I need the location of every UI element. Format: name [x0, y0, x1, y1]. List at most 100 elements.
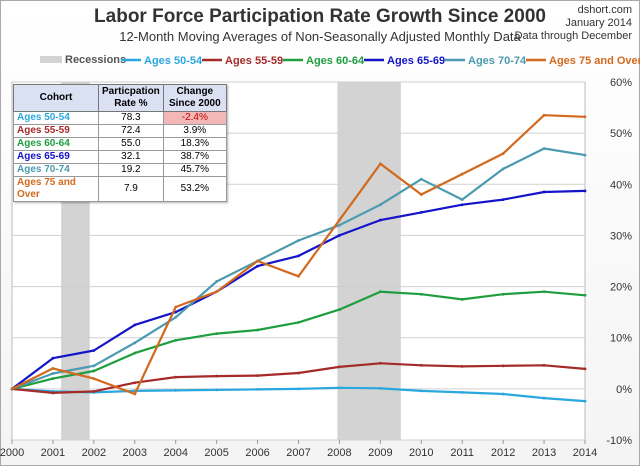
x-tick-label: 2004 — [163, 447, 187, 459]
data-point — [174, 375, 178, 379]
table-cell-cohort: Ages 60-64 — [13, 137, 99, 151]
x-tick-label: 2007 — [286, 447, 310, 459]
x-tick-label: 2008 — [327, 447, 351, 459]
data-point — [174, 388, 178, 392]
data-point — [297, 387, 300, 391]
data-point — [10, 387, 14, 391]
data-point — [501, 392, 505, 396]
data-point — [583, 293, 587, 297]
y-tick-label: 20% — [610, 282, 632, 294]
data-point — [338, 218, 341, 222]
data-point — [51, 367, 55, 370]
data-point — [501, 292, 505, 296]
data-point — [583, 153, 587, 157]
source-site: dshort.com — [577, 4, 632, 16]
data-point — [501, 167, 505, 171]
table-header-cohort: Cohort — [13, 84, 99, 112]
data-point — [92, 377, 96, 381]
table-cell-cohort: Ages 65-69 — [13, 150, 99, 164]
table-row: Ages 70-74 19.2 45.7% — [13, 163, 227, 177]
data-point — [256, 264, 259, 268]
table-cell-rate: 55.0 — [98, 137, 164, 151]
data-point — [542, 113, 546, 117]
data-point — [51, 377, 55, 381]
table-cell-cohort: Ages 75 and Over — [13, 176, 99, 202]
source-date: January 2014 — [565, 17, 632, 29]
x-tick-label: 2010 — [409, 447, 433, 459]
data-point — [174, 315, 178, 319]
source-coverage: Data through December — [514, 30, 632, 42]
data-point — [215, 280, 219, 283]
table-row: Ages 55-59 72.4 3.9% — [13, 124, 227, 138]
data-point — [133, 392, 137, 396]
data-point — [542, 363, 546, 367]
table-cell-change: -2.4% — [162, 111, 227, 125]
x-tick-label: 2014 — [573, 447, 597, 459]
table-cell-rate: 7.9 — [98, 176, 164, 202]
data-point — [419, 193, 423, 196]
data-point — [51, 372, 55, 375]
data-point — [583, 399, 587, 403]
y-tick-label: -10% — [606, 435, 632, 447]
legend-label: Ages 75 and Over — [549, 55, 640, 67]
data-point — [583, 115, 587, 119]
data-point — [419, 389, 423, 393]
data-point — [297, 274, 300, 278]
data-point — [460, 198, 464, 202]
data-point — [297, 320, 300, 324]
x-tick-label: 2011 — [450, 447, 474, 459]
data-point — [174, 338, 178, 342]
data-point — [215, 290, 219, 294]
x-tick-label: 2002 — [82, 447, 106, 459]
data-point — [92, 390, 96, 393]
data-point — [256, 259, 259, 263]
table-cell-rate: 78.3 — [98, 111, 164, 125]
data-point — [460, 391, 464, 394]
data-point — [501, 152, 505, 156]
data-point — [542, 396, 546, 400]
y-tick-label: 10% — [610, 333, 632, 345]
table-cell-change: 3.9% — [162, 124, 227, 138]
data-point — [256, 328, 259, 332]
data-point — [92, 349, 96, 352]
legend-label: Ages 70-74 — [468, 55, 527, 67]
data-point — [297, 371, 300, 375]
y-axis: -10% 0% 10% 20% 30% 40% 50% 60% — [606, 77, 632, 447]
chart-title: Labor Force Participation Rate Growth Si… — [94, 6, 546, 27]
data-point — [133, 381, 137, 385]
x-tick-label: 2006 — [245, 447, 269, 459]
data-point — [501, 364, 505, 368]
data-point — [460, 203, 464, 207]
data-point — [542, 147, 546, 150]
y-tick-label: 60% — [610, 77, 632, 89]
data-point — [583, 189, 587, 193]
legend-label: Ages 55-59 — [225, 55, 283, 67]
table-cell-change: 38.7% — [162, 150, 227, 164]
data-point — [256, 387, 259, 391]
table-cell-cohort: Ages 70-74 — [13, 163, 99, 177]
table-cell-rate: 72.4 — [98, 124, 164, 138]
data-point — [174, 310, 178, 314]
data-point — [419, 177, 423, 181]
y-tick-label: 30% — [610, 230, 632, 242]
data-point — [51, 356, 55, 360]
data-point — [256, 374, 259, 377]
y-tick-label: 40% — [610, 179, 632, 191]
data-point — [215, 374, 219, 378]
table-cell-rate: 32.1 — [98, 150, 164, 164]
x-tick-label: 2005 — [204, 447, 228, 459]
data-point — [51, 391, 55, 395]
data-point — [378, 290, 382, 294]
data-point — [338, 234, 341, 237]
data-point — [174, 305, 178, 309]
data-point — [419, 211, 423, 214]
table-row: Ages 65-69 32.1 38.7% — [13, 150, 227, 164]
table-cell-change: 18.3% — [162, 137, 227, 151]
data-point — [419, 363, 423, 367]
data-point — [460, 364, 464, 368]
table-header-change: Change Since 2000 — [162, 84, 227, 112]
data-point — [583, 367, 587, 371]
x-tick-label: 2003 — [123, 447, 147, 459]
data-point — [215, 332, 219, 336]
data-point — [460, 172, 464, 176]
